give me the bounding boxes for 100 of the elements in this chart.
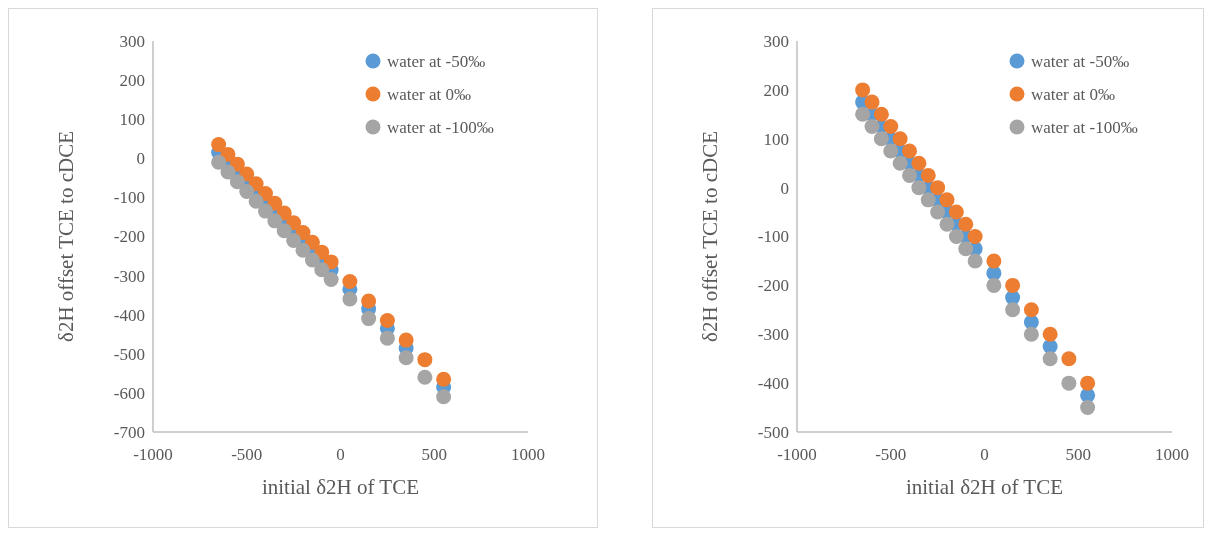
y-tick-label: -500 [757, 422, 789, 442]
y-tick-label: -600 [113, 383, 145, 403]
point [911, 155, 927, 171]
x-tick-label: -500 [231, 445, 263, 464]
point [939, 192, 955, 208]
y-tick-label: 300 [763, 31, 789, 51]
point [342, 273, 358, 289]
x-tick-label: 0 [336, 445, 345, 464]
point [286, 232, 302, 248]
point [239, 184, 255, 200]
point [948, 229, 964, 244]
point [873, 131, 889, 147]
point [986, 253, 1002, 269]
point [258, 203, 273, 219]
point [417, 369, 433, 385]
point [304, 252, 320, 268]
x-tick-label: -500 [875, 445, 907, 464]
x-tick-label: 1000 [511, 445, 545, 464]
y-tick-label: -300 [757, 325, 789, 345]
y-tick-label: 0 [136, 149, 145, 169]
x-tick-label: -1000 [777, 445, 817, 464]
point [967, 229, 983, 244]
point [902, 167, 917, 183]
point [1023, 302, 1039, 318]
point [436, 389, 452, 405]
point [958, 216, 974, 232]
point [314, 262, 330, 278]
y-axis-title: δ2H offset TCE to cDCE [698, 131, 722, 342]
y-tick-label: 100 [763, 129, 789, 149]
point [398, 332, 414, 348]
point [930, 204, 946, 220]
y-tick-label: -100 [113, 188, 145, 208]
y-tick-label: -200 [113, 227, 145, 247]
point [1080, 375, 1096, 391]
point [276, 223, 292, 239]
point [967, 253, 983, 269]
y-tick-label: -700 [113, 422, 145, 442]
point [248, 193, 264, 209]
legend-label: water at -100‰ [1031, 117, 1138, 137]
point [220, 164, 236, 180]
y-tick-label: -500 [113, 344, 145, 364]
point [986, 277, 1002, 293]
point [902, 143, 917, 159]
y-axis-title: δ2H offset TCE to cDCE [54, 131, 78, 342]
x-axis-title: initial δ2H of TCE [261, 475, 420, 499]
legend-label: water at 0‰ [387, 84, 472, 104]
point [855, 106, 871, 122]
point [864, 94, 880, 110]
point [1005, 302, 1021, 318]
point [855, 82, 871, 98]
x-tick-label: 500 [421, 445, 447, 464]
point [323, 272, 339, 287]
point [342, 291, 358, 307]
point [1080, 400, 1096, 416]
y-tick-label: 300 [119, 31, 145, 51]
point [379, 313, 395, 329]
point [1061, 375, 1077, 391]
point [436, 371, 452, 387]
point [883, 119, 899, 135]
y-tick-label: -200 [757, 276, 789, 296]
point [267, 213, 283, 229]
y-tick-label: -100 [757, 227, 789, 247]
point [229, 174, 245, 190]
y-tick-label: 0 [780, 178, 789, 198]
point [295, 242, 311, 258]
point [911, 180, 927, 196]
x-tick-label: 500 [1065, 445, 1091, 464]
point [930, 180, 946, 196]
x-tick-label: 1000 [1155, 445, 1189, 464]
legend-label: water at -50‰ [1031, 51, 1130, 71]
point [892, 155, 908, 171]
point [958, 241, 974, 257]
point [920, 167, 936, 183]
point [211, 154, 227, 170]
point [1005, 277, 1021, 293]
x-tick-label: -1000 [133, 445, 173, 464]
y-tick-label: 200 [119, 71, 145, 91]
legend-label: water at -50‰ [387, 51, 486, 71]
point [417, 352, 433, 368]
point [883, 143, 899, 159]
point [1023, 326, 1039, 342]
point [892, 131, 908, 147]
x-tick-label: 0 [980, 445, 989, 464]
y-tick-label: 200 [763, 80, 789, 100]
point [873, 106, 889, 122]
point [939, 216, 955, 232]
point [864, 119, 880, 135]
point [379, 330, 395, 346]
point [211, 137, 227, 153]
y-tick-label: -400 [757, 374, 789, 394]
legend-label: water at 0‰ [1031, 84, 1116, 104]
legend-label: water at -100‰ [387, 117, 494, 137]
y-tick-label: 100 [119, 110, 145, 130]
x-axis-title: initial δ2H of TCE [905, 475, 1064, 499]
point [1042, 351, 1058, 367]
point [361, 311, 377, 327]
point [1061, 351, 1077, 367]
point [361, 293, 377, 309]
y-tick-label: -300 [113, 266, 145, 286]
y-tick-label: -400 [113, 305, 145, 325]
